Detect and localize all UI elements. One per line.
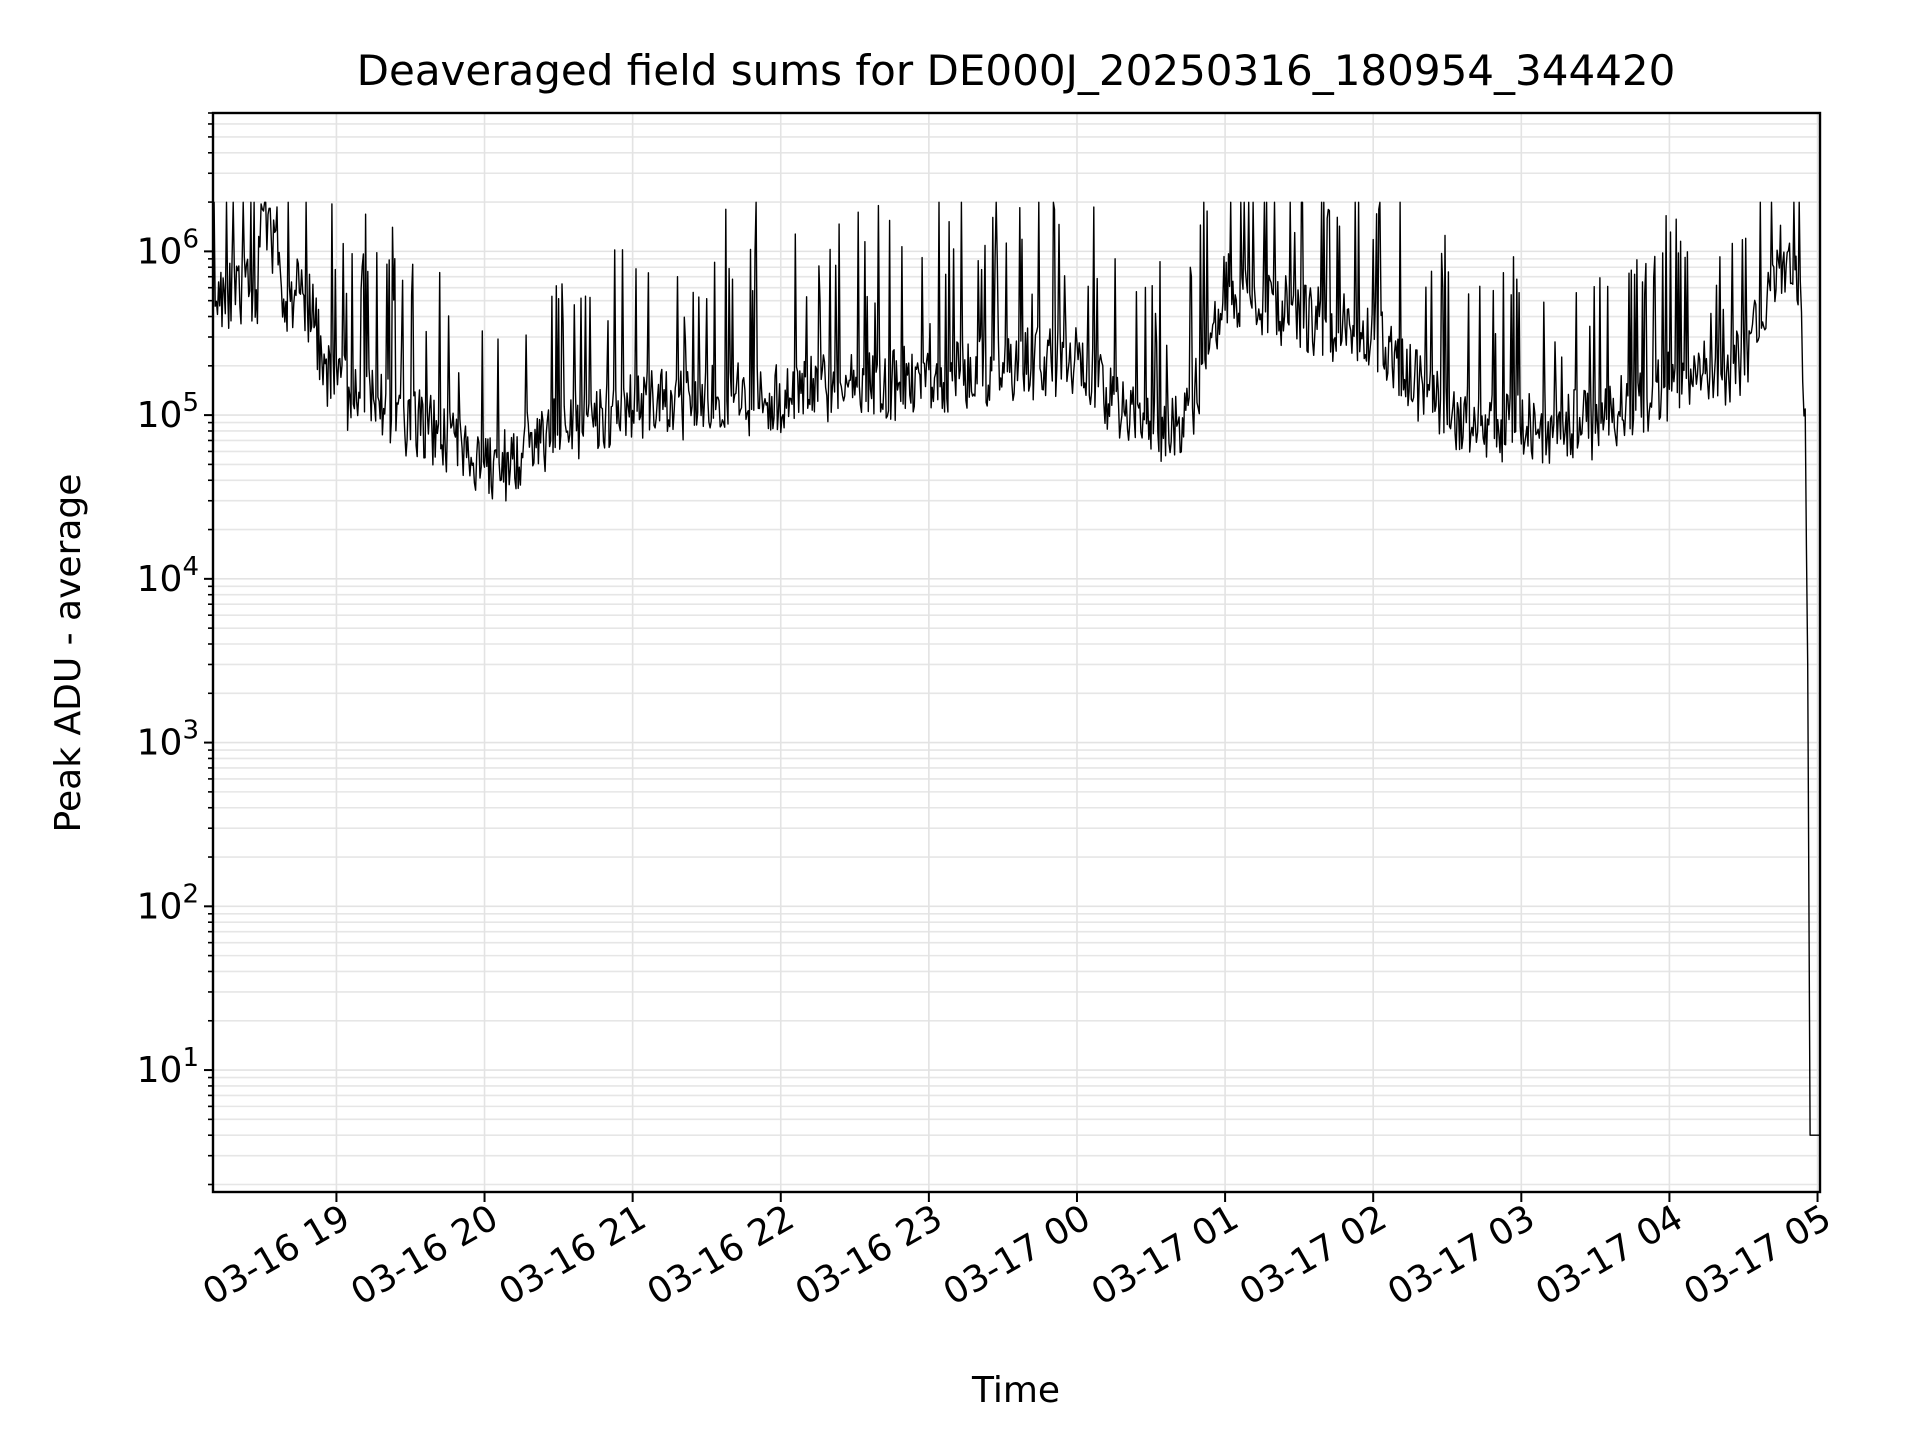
y-tick-label: 101: [137, 1043, 199, 1091]
y-tick-label: 106: [137, 224, 199, 272]
plot-frame: [211, 111, 1822, 1194]
y-tick-label-base: 10: [137, 723, 183, 764]
y-tick-label: 103: [137, 716, 199, 764]
y-tick-label-exponent: 2: [182, 879, 199, 909]
y-tick-label-exponent: 5: [182, 388, 199, 418]
y-tick-label-base: 10: [137, 886, 183, 927]
grid-layer: [213, 112, 1820, 1192]
y-tick-label: 102: [137, 879, 199, 927]
y-tick-label-base: 10: [137, 1050, 183, 1091]
y-tick-label-exponent: 1: [182, 1043, 199, 1073]
y-tick-label-base: 10: [137, 395, 183, 436]
series-layer: [212, 201, 1820, 1136]
chart-title: Deaveraged field sums for DE000J_2025031…: [357, 46, 1676, 95]
x-axis-label: Time: [971, 1370, 1060, 1411]
y-axis-label: Peak ADU - average: [48, 474, 89, 833]
y-tick-label: 105: [137, 388, 199, 436]
y-tick-label-exponent: 6: [182, 224, 199, 254]
y-tick-label-base: 10: [137, 559, 183, 600]
y-tick-label-exponent: 4: [182, 552, 199, 582]
series-line: [212, 201, 1820, 1136]
y-tick-label-exponent: 3: [182, 716, 199, 746]
y-tick-label-base: 10: [137, 231, 183, 272]
y-tick-label: 104: [137, 552, 199, 600]
